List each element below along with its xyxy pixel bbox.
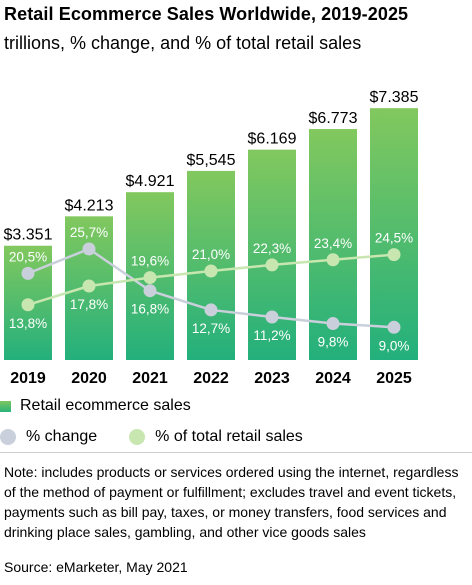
share-point	[82, 279, 96, 293]
footnote: Note: includes products or services orde…	[4, 464, 459, 540]
bar-2025	[370, 108, 418, 360]
legend-change: % change	[0, 428, 97, 446]
legend-change-label: % change	[26, 428, 98, 445]
bar-value-label: $3.351	[4, 227, 53, 244]
bar-value-label: $6.169	[248, 131, 297, 148]
change-label: 9,8%	[318, 335, 349, 350]
x-tick-label: 2020	[71, 370, 107, 387]
chart-title: Retail Ecommerce Sales Worldwide, 2019-2…	[4, 4, 409, 24]
legend-bar-label: Retail ecommerce sales	[20, 397, 191, 414]
change-point	[204, 303, 218, 317]
share-label: 17,8%	[70, 297, 108, 312]
x-tick-label: 2023	[254, 370, 290, 387]
change-label: 11,2%	[253, 328, 290, 343]
share-label: 21,0%	[192, 247, 230, 262]
chart-canvas: $3.351 $4.213 $4.921 $5,545 $6.169 $6.773 $7.3…	[4, 89, 419, 387]
bar-value-label: $4.213	[65, 197, 114, 214]
x-tick-label: 2024	[315, 370, 351, 387]
bar-value-label: $5,545	[187, 152, 236, 169]
change-label: 20,5%	[9, 249, 47, 264]
change-label: 16,8%	[131, 302, 169, 317]
legend-share-dot	[129, 429, 146, 445]
share-label: 22,3%	[253, 241, 291, 256]
bar-value-label: $7.385	[370, 89, 419, 106]
share-point	[387, 248, 401, 262]
x-tick-label: 2019	[10, 370, 46, 387]
share-point	[326, 253, 340, 267]
x-tick-label: 2021	[132, 370, 168, 387]
share-label: 19,6%	[131, 254, 169, 269]
legend-share-label: % of total retail sales	[155, 428, 303, 445]
change-point	[82, 242, 96, 256]
legend-lines: % change % of total retail sales	[0, 428, 335, 446]
legend-bar: Retail ecommerce sales	[0, 397, 191, 415]
change-point	[21, 266, 35, 280]
x-tick-label: 2022	[193, 370, 229, 387]
change-label: 25,7%	[70, 225, 108, 240]
legend-bar-swatch	[0, 400, 11, 412]
legend-change-dot	[0, 429, 16, 445]
share-label: 13,8%	[9, 316, 47, 331]
bar-2023	[248, 149, 296, 360]
divider	[0, 452, 472, 453]
bar-value-label: $6.773	[309, 110, 358, 127]
change-point	[265, 310, 279, 324]
legend-share: % of total retail sales	[129, 428, 303, 446]
share-point	[265, 258, 279, 272]
change-point	[387, 320, 401, 334]
change-label: 12,7%	[192, 321, 230, 336]
share-label: 24,5%	[375, 231, 413, 246]
bar-value-label: $4.921	[126, 173, 175, 190]
change-point	[326, 317, 340, 331]
x-tick-label: 2025	[376, 370, 412, 387]
change-point	[143, 284, 157, 298]
share-label: 23,4%	[314, 236, 352, 251]
source: Source: eMarketer, May 2021	[4, 559, 188, 575]
change-label: 9,0%	[379, 338, 410, 353]
share-point	[204, 264, 218, 278]
chart-subtitle: trillions, % change, and % of total reta…	[4, 33, 362, 53]
share-point	[143, 271, 157, 285]
share-point	[21, 298, 35, 312]
